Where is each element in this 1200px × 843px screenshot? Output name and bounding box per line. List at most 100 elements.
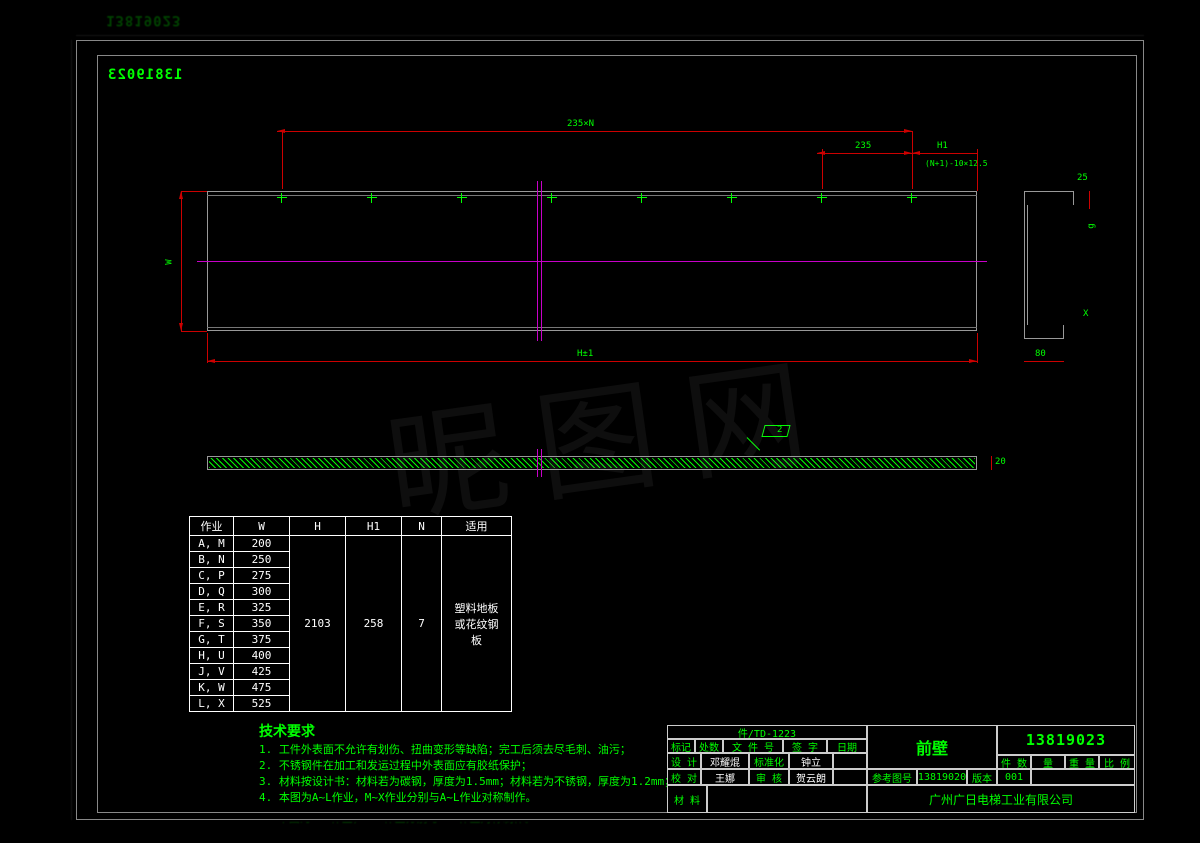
dim-235n-label: 235×N — [567, 119, 594, 129]
hole-cross — [277, 193, 287, 203]
tb-blank3 — [1031, 769, 1135, 785]
tech-req-1: 1. 工件外表面不允许有划伤、扭曲变形等缺陷；完工后须去尽毛刺、油污； — [259, 741, 631, 757]
ghost-partnum-top: 13819023 — [106, 12, 181, 28]
dim-h-label: H±1 — [577, 349, 593, 359]
tech-req-4: 4. 本图为A~L作业，M~X作业分别与A~L作业对称制作。 — [259, 789, 536, 805]
dt-header: H — [290, 517, 346, 536]
dim-w-label: W — [165, 259, 175, 264]
tb-design-v: 邓耀焜 — [701, 753, 749, 769]
dim-80-label: 80 — [1035, 349, 1046, 359]
tb-material-v — [707, 785, 867, 813]
dim-elev-r-label: 20 — [995, 457, 1006, 467]
dt-job: E, R — [190, 600, 234, 616]
ext — [977, 333, 978, 363]
hole-cross — [367, 193, 377, 203]
dt-w: 350 — [234, 616, 290, 632]
ext — [282, 131, 283, 189]
hole-cross — [727, 193, 737, 203]
tb-audit-l: 审 核 — [749, 769, 789, 785]
plan-center-h — [197, 261, 987, 262]
tech-req-3: 3. 材料按设计书：材料若为碳钢，厚度为1.5mm；材料若为不锈钢，厚度为1.2… — [259, 773, 675, 789]
dt-job: H, U — [190, 648, 234, 664]
dt-job: K, W — [190, 680, 234, 696]
ext — [207, 333, 208, 363]
hole-cross — [547, 193, 557, 203]
dt-job: G, T — [190, 632, 234, 648]
elev-center-v1 — [537, 449, 538, 477]
dim-80 — [1024, 361, 1064, 362]
dt-job: A, M — [190, 536, 234, 552]
tech-req-2: 2. 不锈钢件在加工和发运过程中外表面应有胶纸保护； — [259, 757, 532, 773]
dim-h1-label: H1 — [937, 141, 948, 151]
dt-w: 200 — [234, 536, 290, 552]
callout-box — [761, 425, 790, 437]
tb-q1: 件 数 — [997, 755, 1031, 769]
dt-job: C, P — [190, 568, 234, 584]
dt-header: W — [234, 517, 290, 536]
dim-g-label: g — [1087, 223, 1097, 228]
tb-material-l: 材 料 — [667, 785, 707, 813]
tb-audit-v: 贺云朗 — [789, 769, 833, 785]
tb-q3: 重 量 — [1065, 755, 1099, 769]
plan-center-v1 — [537, 181, 538, 341]
dt-w: 300 — [234, 584, 290, 600]
tb-blank2 — [833, 769, 867, 785]
tb-h-sign: 签 字 — [783, 739, 827, 753]
part-number-mirrored: 13819023 — [107, 67, 182, 83]
tb-company: 广州广日电梯工业有限公司 — [867, 785, 1135, 813]
dim-x-label: X — [1083, 309, 1088, 319]
dt-w: 525 — [234, 696, 290, 712]
dt-w: 425 — [234, 664, 290, 680]
tb-h-file: 文 件 号 — [723, 739, 783, 753]
dt-w: 275 — [234, 568, 290, 584]
tb-check-v: 王娜 — [701, 769, 749, 785]
dt-N: 7 — [402, 536, 442, 712]
side-view — [1024, 179, 1084, 359]
hole-cross — [907, 193, 917, 203]
ext — [977, 149, 978, 191]
tb-spec: 件/TD-1223 — [667, 725, 867, 739]
tb-ref-v: 13819020 — [917, 769, 967, 785]
dimension-table: 作业WHH1N适用 A, M20021032587塑料地板 或花纹钢 板B, N… — [189, 516, 512, 712]
dt-job: B, N — [190, 552, 234, 568]
dim-235 — [817, 153, 912, 154]
ext — [181, 191, 207, 192]
plan-view-inner-top — [207, 195, 977, 196]
dt-job: D, Q — [190, 584, 234, 600]
ext — [912, 131, 913, 189]
dt-header: N — [402, 517, 442, 536]
dt-H: 2103 — [290, 536, 346, 712]
tb-title: 前壁 — [867, 725, 997, 769]
tb-design-l: 设 计 — [667, 753, 701, 769]
dt-w: 325 — [234, 600, 290, 616]
tb-h-mark: 标记 — [667, 739, 695, 753]
tb-ref-l: 参考图号 — [867, 769, 917, 785]
drawing-frame: 13819023 235×N 235 H1 (N+1)-10×12.5 W H±… — [76, 40, 1144, 820]
tb-q2: 量 — [1031, 755, 1065, 769]
dt-H1: 258 — [346, 536, 402, 712]
tb-drawing-no: 13819023 — [997, 725, 1135, 755]
dt-header: 作业 — [190, 517, 234, 536]
dt-job: J, V — [190, 664, 234, 680]
dt-w: 250 — [234, 552, 290, 568]
elev-center-v2 — [541, 449, 542, 477]
dt-header: H1 — [346, 517, 402, 536]
tb-rev-v: 001 — [997, 769, 1031, 785]
tb-rev-l: 版本 — [967, 769, 997, 785]
tb-check-l: 校 对 — [667, 769, 701, 785]
dim-h — [207, 361, 977, 362]
ext — [1089, 191, 1090, 209]
ext — [181, 331, 207, 332]
title-block: 件/TD-1223 标记 处数 文 件 号 签 字 日期 设 计 邓耀焜 标准化… — [667, 725, 1135, 813]
dim-h1 — [912, 153, 977, 154]
tb-q4: 比 例 — [1099, 755, 1135, 769]
dim-235n — [277, 131, 912, 132]
plan-center-v1b — [541, 181, 542, 341]
dt-job: L, X — [190, 696, 234, 712]
tb-std-v: 钟立 — [789, 753, 833, 769]
dt-w: 375 — [234, 632, 290, 648]
dt-applicable: 塑料地板 或花纹钢 板 — [442, 536, 512, 712]
tb-h-date: 日期 — [827, 739, 867, 753]
tb-h-qty: 处数 — [695, 739, 723, 753]
tb-blank1 — [833, 753, 867, 769]
